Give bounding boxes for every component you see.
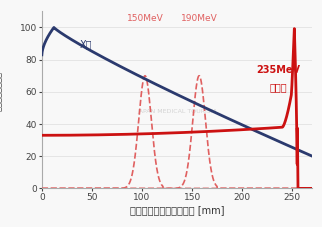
Text: 190MeV: 190MeV xyxy=(181,14,218,23)
Text: 陽子線: 陽子線 xyxy=(270,82,287,92)
Text: 細胞へのダメージ: 細胞へのダメージ xyxy=(0,71,3,111)
Text: 235MeV: 235MeV xyxy=(256,64,300,74)
Text: 150MeV: 150MeV xyxy=(127,14,164,23)
Text: JAPAN MEDICAL TOURISM: JAPAN MEDICAL TOURISM xyxy=(137,109,217,114)
X-axis label: 患者さんの体内での深さ [mm]: 患者さんの体内での深さ [mm] xyxy=(130,205,224,215)
Text: X線: X線 xyxy=(80,39,92,49)
